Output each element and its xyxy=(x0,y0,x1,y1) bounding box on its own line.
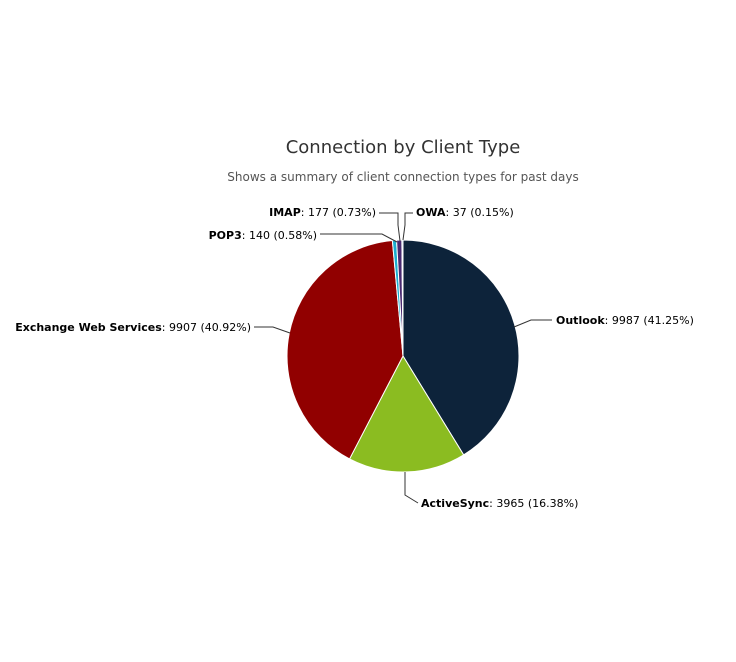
data-label-value: : 37 (0.15%) xyxy=(446,206,514,219)
data-label-value: : 9907 (40.92%) xyxy=(162,321,251,334)
data-label-value: : 140 (0.58%) xyxy=(242,229,317,242)
data-label-value: : 3965 (16.38%) xyxy=(489,497,578,510)
pie-slice-exchange-web-services[interactable] xyxy=(286,239,404,460)
connector-owa xyxy=(402,212,413,241)
data-label-name: ActiveSync xyxy=(421,497,489,510)
pie-slice-outlook[interactable] xyxy=(402,239,520,456)
data-label-name: Outlook xyxy=(556,314,605,327)
data-label-imap: IMAP: 177 (0.73%) xyxy=(269,206,376,219)
data-label-outlook: Outlook: 9987 (41.25%) xyxy=(556,314,694,327)
connector-exchange-web-services xyxy=(254,326,291,334)
data-label-name: Exchange Web Services xyxy=(15,321,162,334)
connector-imap xyxy=(379,212,401,242)
data-label-name: POP3 xyxy=(209,229,242,242)
chart-title: Connection by Client Type xyxy=(286,137,521,158)
pie-slices xyxy=(286,239,520,473)
label-connectors xyxy=(254,212,552,504)
data-label-activesync: ActiveSync: 3965 (16.38%) xyxy=(421,497,578,510)
connector-activesync xyxy=(404,472,419,504)
data-label-value: : 177 (0.73%) xyxy=(301,206,376,219)
connector-pop3 xyxy=(320,233,398,243)
data-label-value: : 9987 (41.25%) xyxy=(605,314,694,327)
data-label-name: IMAP xyxy=(269,206,301,219)
pie-slice-activesync[interactable] xyxy=(348,354,465,473)
data-label-pop3: POP3: 140 (0.58%) xyxy=(209,229,317,242)
data-labels: Outlook: 9987 (41.25%) ActiveSync: 3965 (… xyxy=(15,206,694,510)
data-label-name: OWA xyxy=(416,206,446,219)
data-label-owa: OWA: 37 (0.15%) xyxy=(416,206,514,219)
connector-outlook xyxy=(513,319,552,328)
data-label-exchange-web-services: Exchange Web Services: 9907 (40.92%) xyxy=(15,321,251,334)
chart-subtitle: Shows a summary of client connection typ… xyxy=(227,170,578,184)
pie-slice-owa[interactable] xyxy=(401,239,404,357)
